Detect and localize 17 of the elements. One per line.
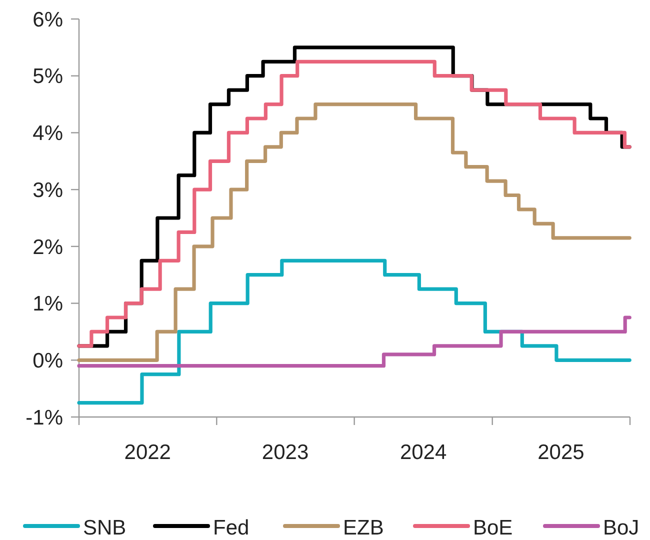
y-tick-label: 6% [32,8,63,32]
legend-label: SNB [83,516,126,540]
x-tick-label: 2025 [538,441,584,464]
x-tick-label: 2023 [262,441,309,464]
legend-label: BoJ [603,516,640,540]
y-tick-label: -1% [26,406,63,430]
y-tick-label: 2% [32,236,63,259]
legend-label: Fed [213,516,250,540]
legend-label: BoE [473,516,513,540]
y-tick-label: 4% [32,122,63,146]
x-tick-label: 2024 [400,441,448,464]
x-tick-label: 2022 [124,441,171,464]
y-tick-label: 0% [32,349,63,372]
y-tick-label: 3% [32,178,63,202]
legend-label: EZB [343,516,384,540]
y-tick-label: 1% [32,292,63,316]
y-tick-label: 5% [32,65,63,88]
